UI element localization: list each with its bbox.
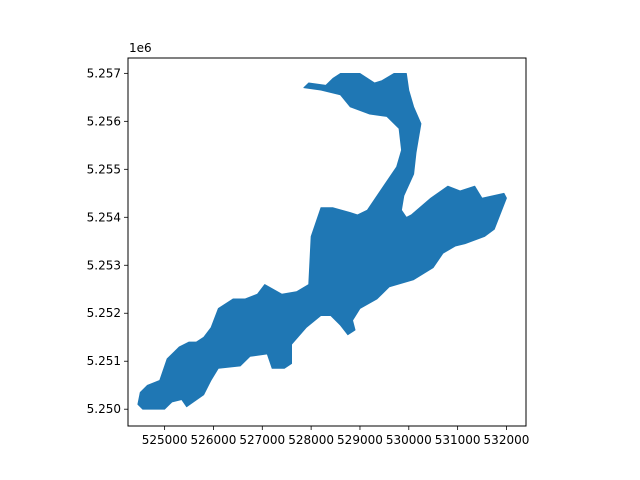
x-tick-label: 532000	[484, 433, 530, 447]
x-tick-label: 529000	[337, 433, 383, 447]
x-tick-label: 528000	[288, 433, 334, 447]
x-tick-label: 526000	[191, 433, 237, 447]
y-tick-label: 5.252	[87, 306, 121, 320]
water-body-polygon	[137, 73, 507, 410]
x-tick-label: 525000	[142, 433, 188, 447]
x-tick-label: 530000	[386, 433, 432, 447]
y-tick-label: 5.255	[87, 162, 121, 176]
y-tick-label: 5.251	[87, 354, 121, 368]
y-tick-label: 5.256	[87, 114, 121, 128]
y-axis: 5.250 5.251 5.252 5.253 5.254 5.255 5.256 5.257	[87, 66, 128, 416]
y-tick-label: 5.250	[87, 402, 121, 416]
x-tick-label: 531000	[435, 433, 481, 447]
axes-frame	[127, 57, 527, 427]
y-axis-offset-label: 1e6	[129, 41, 152, 55]
y-tick-label: 5.253	[87, 258, 121, 272]
x-axis: 525000 526000 527000 528000 529000 530000 5310…	[142, 426, 530, 447]
map-layer	[137, 73, 507, 410]
y-tick-label: 5.257	[87, 66, 121, 80]
x-tick-label: 527000	[239, 433, 285, 447]
y-tick-label: 5.254	[87, 210, 121, 224]
